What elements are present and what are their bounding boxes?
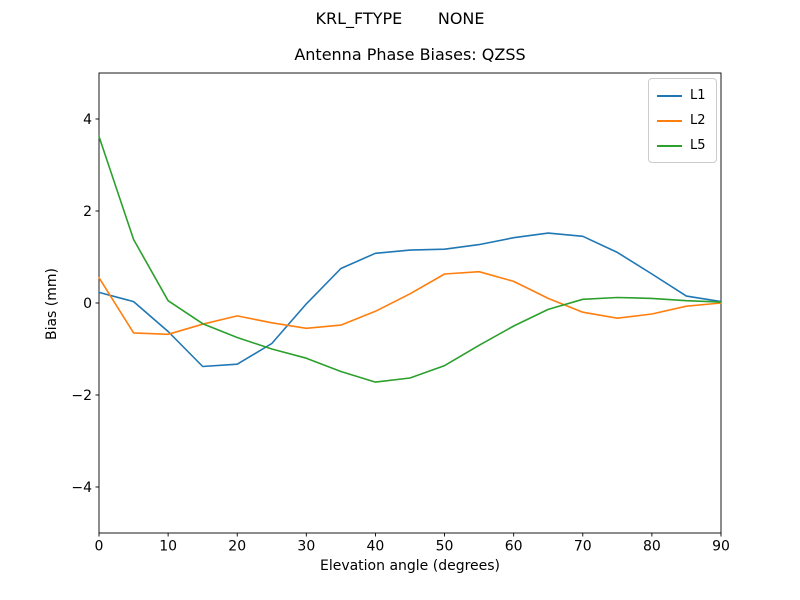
y-tick-label: −4 bbox=[71, 480, 92, 496]
legend-entry-L1: L1 bbox=[649, 83, 716, 108]
legend-line-sample-L2 bbox=[657, 119, 682, 122]
y-tick-label: 0 bbox=[83, 296, 92, 312]
legend-label: L2 bbox=[690, 113, 706, 128]
series-line-L2 bbox=[98, 270, 722, 336]
x-tick-label: 40 bbox=[367, 539, 385, 555]
legend-line-sample-L1 bbox=[657, 94, 682, 97]
axes-frame bbox=[98, 72, 722, 534]
legend-label: L5 bbox=[690, 138, 706, 153]
y-axis-label: Bias (mm) bbox=[44, 267, 60, 341]
x-tick-label: 70 bbox=[574, 539, 592, 555]
chart-title: Antenna Phase Biases: QZSS bbox=[294, 45, 526, 64]
figure-suptitle: KRL_FTYPE NONE bbox=[315, 9, 485, 28]
legend-entry-L2: L2 bbox=[649, 108, 716, 133]
x-tick-label: 20 bbox=[228, 539, 246, 555]
x-axis-label: Elevation angle (degrees) bbox=[319, 558, 501, 574]
legend-entry-L5: L5 bbox=[649, 133, 716, 158]
x-tick-label: 60 bbox=[505, 539, 523, 555]
series-line-L1 bbox=[98, 232, 722, 368]
x-tick-label: 80 bbox=[643, 539, 661, 555]
x-tick-label: 10 bbox=[159, 539, 177, 555]
y-tick-label: 2 bbox=[83, 204, 92, 220]
legend-label: L1 bbox=[690, 88, 706, 103]
x-tick-label: 0 bbox=[95, 539, 104, 555]
x-tick-label: 90 bbox=[712, 539, 730, 555]
series-line-L5 bbox=[98, 135, 722, 383]
x-tick-label: 50 bbox=[436, 539, 454, 555]
y-tick-label: 4 bbox=[83, 112, 92, 128]
y-tick-label: −2 bbox=[71, 388, 92, 404]
legend-line-sample-L5 bbox=[657, 144, 682, 147]
legend: L1 L2 L5 bbox=[648, 78, 717, 163]
x-tick-label: 30 bbox=[297, 539, 315, 555]
